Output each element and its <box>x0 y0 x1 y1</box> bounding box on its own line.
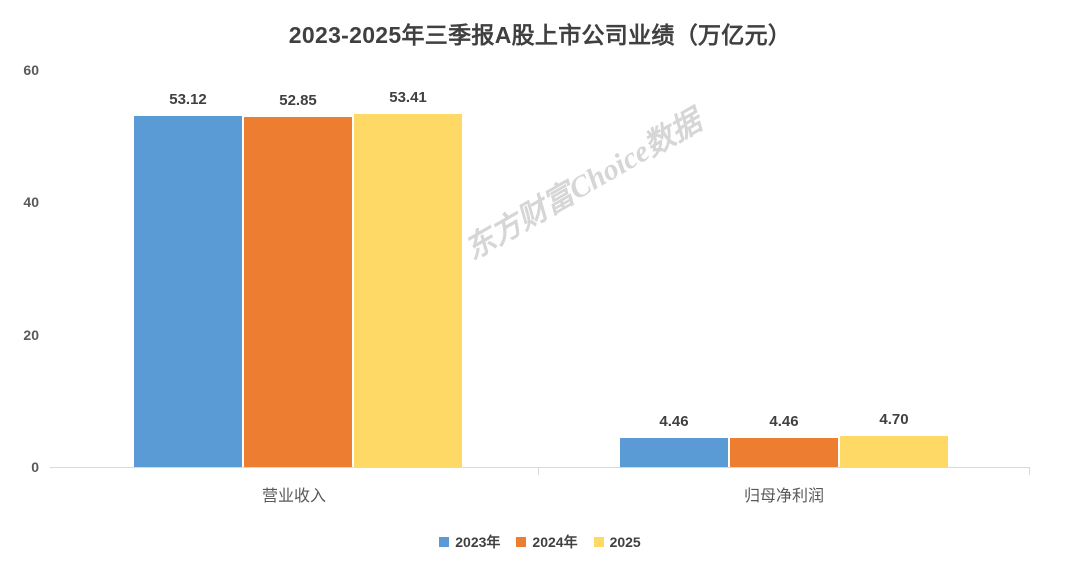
x-axis-tick <box>1029 467 1030 475</box>
bar-2025-revenue[interactable]: 53.41 <box>354 89 462 467</box>
y-tick-label-60: 60 <box>23 62 39 78</box>
y-tick-label-20: 20 <box>23 326 39 343</box>
x-category-label-netprofit: 归母净利润 <box>743 488 825 505</box>
bar-2023-revenue[interactable]: 53.12 <box>134 91 242 467</box>
legend-label: 2023年 <box>455 534 501 550</box>
bar-2023-netprofit[interactable]: 4.46 <box>620 413 728 467</box>
legend-item-2024[interactable]: 2024年 <box>516 532 578 552</box>
bar-value-label: 52.85 <box>279 92 317 110</box>
y-tick-label-40: 40 <box>23 194 39 211</box>
bar-value-label: 4.70 <box>879 410 909 428</box>
bar-value-label: 53.41 <box>389 88 427 106</box>
legend-item-2023[interactable]: 2023年 <box>439 532 500 552</box>
chart-title: 2023-2025年三季报A股上市公司业绩（万亿元） <box>288 22 792 48</box>
bar-2024-revenue[interactable]: 52.85 <box>244 92 352 467</box>
bar-2024-netprofit[interactable]: 4.46 <box>730 413 838 467</box>
bar-2025-netprofit[interactable]: 4.70 <box>840 411 948 467</box>
y-tick-label-0: 0 <box>31 459 39 475</box>
plot-area: 60 40 20 0 53.12 52.85 53.41 4.46 4.46 4… <box>23 62 1030 475</box>
legend-label: 2024年 <box>532 534 578 550</box>
bar-value-label: 53.12 <box>169 90 207 108</box>
x-axis-tick <box>538 467 539 475</box>
x-category-label-revenue: 营业收入 <box>261 488 327 505</box>
chart-legend: 2023年 2024年 2025 <box>0 532 1080 552</box>
bar-value-label: 4.46 <box>659 412 689 430</box>
legend-swatch-icon <box>516 537 527 547</box>
legend-item-2025[interactable]: 2025 <box>593 534 641 550</box>
x-axis-line <box>50 467 1030 468</box>
legend-swatch-icon <box>593 537 604 547</box>
legend-label: 2025 <box>609 534 641 550</box>
bar-value-label: 4.46 <box>769 412 799 430</box>
legend-swatch-icon <box>439 537 450 547</box>
